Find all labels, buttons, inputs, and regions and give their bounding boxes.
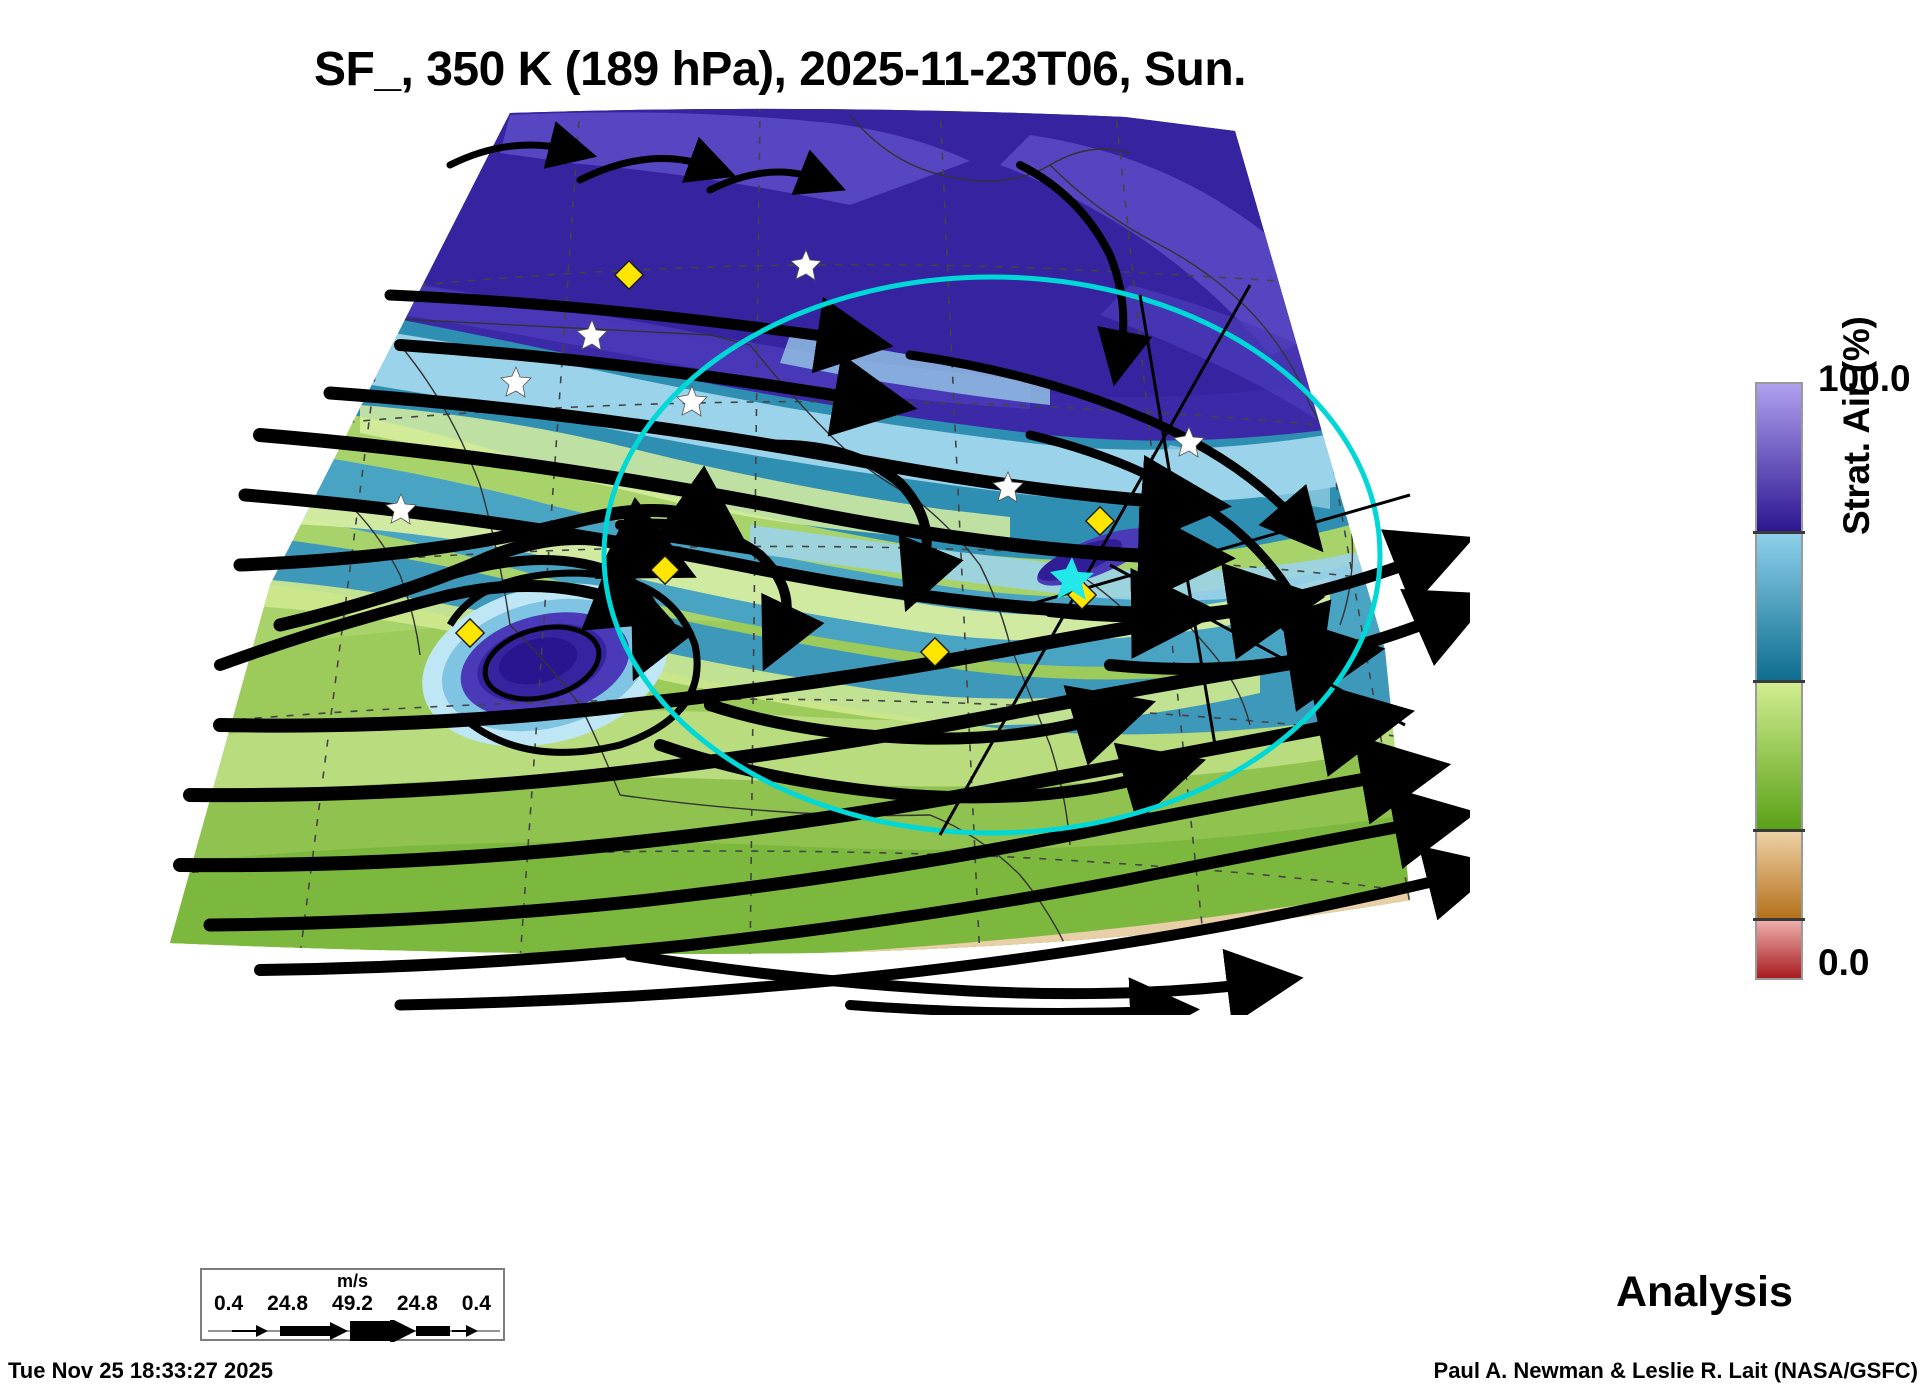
map-panel[interactable] — [150, 105, 1470, 1015]
vortex-streamlines — [446, 569, 701, 756]
cyan-analysis-circle — [601, 274, 1383, 836]
wind-value-4: 0.4 — [461, 1292, 491, 1315]
author-credit: Paul A. Newman & Leslie R. Lait (NASA/GS… — [1433, 1358, 1918, 1383]
wind-value-3: 24.8 — [396, 1292, 438, 1315]
wind-arrow-scale-icon — [208, 1320, 500, 1342]
wind-value-0: 0.4 — [213, 1292, 244, 1315]
colorbar-band-red — [1757, 918, 1801, 978]
wind-value-labels: 0.4 24.8 49.2 24.8 0.4 — [202, 1292, 503, 1316]
colorbar-min-label: 0.0 — [1818, 942, 1870, 983]
colorbar-band-orange — [1757, 829, 1801, 919]
wind-value-2: 49.2 — [332, 1292, 373, 1315]
wind-value-1: 24.8 — [267, 1292, 309, 1315]
colorbar-band-purple — [1757, 384, 1801, 533]
white-station-markers[interactable] — [385, 248, 1205, 525]
orbit-track-lines — [938, 284, 1411, 836]
generation-timestamp: Tue Nov 25 18:33:27 2025 — [8, 1358, 273, 1383]
wind-speed-legend: m/s 0.4 24.8 49.2 24.8 0.4 — [200, 1268, 505, 1342]
colorbar-axis-label: Strat. Air (%) — [1836, 316, 1877, 535]
colorbar-band-green — [1757, 681, 1801, 830]
yellow-site-markers[interactable] — [454, 259, 1116, 668]
colorbar-tick-50 — [1753, 680, 1805, 683]
colorbar-tick-25 — [1753, 829, 1805, 832]
page-title: SF_, 350 K (189 hPa), 2025-11-23T06, Sun… — [314, 43, 1246, 96]
colorbar-max-label: 100.0 — [1818, 358, 1911, 399]
wind-units-label: m/s — [336, 1271, 369, 1291]
colorbar-tick-10 — [1753, 918, 1805, 921]
colorbar-tick-75 — [1753, 531, 1805, 534]
cyan-center-star-marker[interactable] — [1050, 557, 1094, 600]
map-plot[interactable] — [150, 105, 1470, 1015]
colorbar: 100.0 0.0 Strat. Air (%) — [1740, 316, 1926, 990]
analysis-label: Analysis — [1616, 1268, 1793, 1316]
colorbar-band-blue — [1757, 532, 1801, 681]
